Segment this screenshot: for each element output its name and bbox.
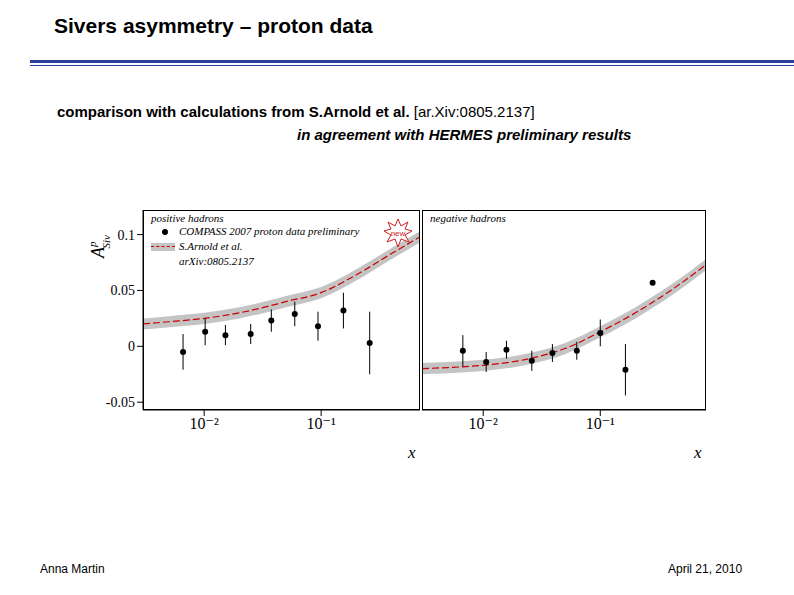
svg-text:new: new [391, 229, 406, 238]
html-text:Anna Martin: Anna Martin [40, 562, 105, 576]
svg-text:10⁻¹: 10⁻¹ [307, 415, 336, 432]
html-text:x: x [694, 443, 702, 462]
svg-text:10⁻²: 10⁻² [190, 415, 219, 432]
svg-text:0.05: 0.05 [111, 283, 136, 298]
html-text:April 21, 2010: April 21, 2010 [668, 562, 743, 576]
html-text:positive hadrons: positive hadrons [151, 212, 224, 224]
html-text:x: x [408, 443, 416, 462]
html-text:in agreement with HERMES preli: in agreement with HERMES preliminary res… [297, 126, 632, 143]
html-text:COMPASS 2007 proton data preli: COMPASS 2007 proton data preliminary [179, 225, 360, 237]
html-text:arXiv:0805.2137: arXiv:0805.2137 [179, 255, 254, 267]
svg-text:10⁻¹: 10⁻¹ [586, 415, 615, 432]
svg-text:0: 0 [128, 339, 135, 354]
html-text:S.Arnold et al.: S.Arnold et al. [179, 240, 243, 252]
svg-text:ApSiv: ApSiv [86, 235, 112, 259]
html-text:comparison with calculations f: comparison with calculations from S.Arno… [57, 103, 535, 120]
svg-text:10⁻²: 10⁻² [469, 415, 498, 432]
html-text:Sivers asymmetry – proton data: Sivers asymmetry – proton data [54, 14, 373, 37]
svg-text:0.1: 0.1 [118, 228, 136, 243]
svg-text:-0.05: -0.05 [106, 395, 135, 410]
html-text:negative hadrons: negative hadrons [430, 212, 506, 224]
